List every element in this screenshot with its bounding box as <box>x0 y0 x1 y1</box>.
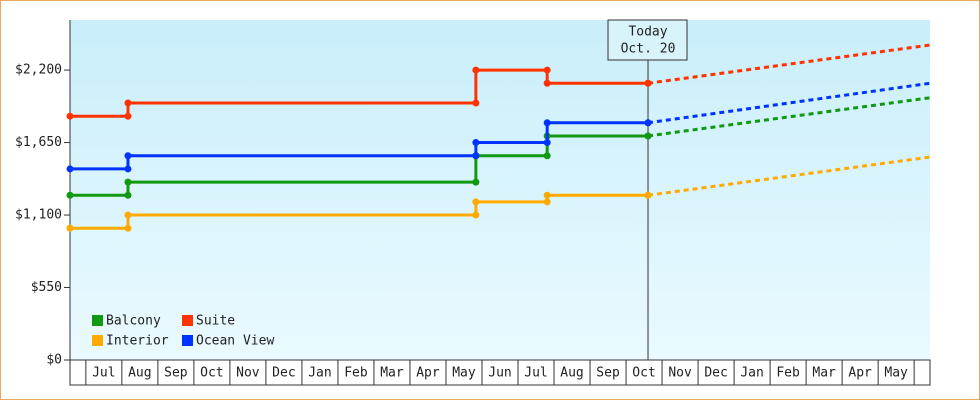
x-tick-label: Jun <box>488 366 511 381</box>
x-tick-label: May <box>452 366 476 381</box>
step-end-point <box>124 224 132 232</box>
x-tick-label: Apr <box>848 366 872 381</box>
x-tick-label: Feb <box>776 366 800 381</box>
step-point <box>66 165 74 173</box>
step-point <box>472 198 480 206</box>
legend-swatch <box>182 315 193 326</box>
x-tick-label: Jul <box>92 366 115 381</box>
x-tick-label: Jan <box>740 366 763 381</box>
today-box <box>607 19 688 61</box>
step-point <box>124 152 132 160</box>
x-tick-label: Dec <box>272 366 295 381</box>
step-point <box>66 191 74 199</box>
legend-label: Ocean View <box>196 334 274 349</box>
x-tick-label: Nov <box>236 366 260 381</box>
legend-label: Balcony <box>106 314 161 329</box>
y-tick-label: $1,100 <box>15 208 62 223</box>
x-tick-label: Aug <box>128 366 151 381</box>
step-point <box>124 211 132 219</box>
step-end-point <box>124 112 132 120</box>
step-end-point <box>124 165 132 173</box>
x-tick-label: Aug <box>560 366 583 381</box>
legend-label: Suite <box>196 314 235 329</box>
step-point <box>66 112 74 120</box>
forecast-line <box>647 155 931 197</box>
step-end-point <box>543 152 551 160</box>
step-point <box>124 99 132 107</box>
x-tick-label: Jan <box>308 366 331 381</box>
forecast-line <box>647 43 931 85</box>
today-label: Today <box>628 25 667 40</box>
y-tick-label: $2,200 <box>15 63 62 78</box>
step-point <box>124 178 132 186</box>
x-tick-label: Sep <box>164 366 188 381</box>
legend-swatch <box>92 335 103 346</box>
step-end-point <box>543 66 551 74</box>
step-end-point <box>543 198 551 206</box>
x-tick-label: Nov <box>668 366 692 381</box>
plot-area <box>70 20 930 360</box>
legend-swatch <box>182 335 193 346</box>
step-point <box>543 79 551 87</box>
step-end-point <box>124 191 132 199</box>
step-point <box>66 224 74 232</box>
step-point <box>472 139 480 147</box>
step-end-point <box>543 139 551 147</box>
x-tick-label: May <box>884 366 908 381</box>
legend-swatch <box>92 315 103 326</box>
step-point <box>543 119 551 127</box>
x-tick-label: Oct <box>200 366 223 381</box>
step-point <box>543 191 551 199</box>
x-tick-label: Dec <box>704 366 727 381</box>
step-end-point <box>472 152 480 160</box>
step-end-point <box>472 99 480 107</box>
today-date: Oct. 20 <box>621 42 676 57</box>
x-axis-box <box>69 359 931 386</box>
forecast-line <box>647 96 931 138</box>
x-tick-label: Jul <box>524 366 547 381</box>
step-end-point <box>472 211 480 219</box>
step-point <box>472 66 480 74</box>
y-tick-label: $550 <box>31 280 62 295</box>
y-tick-label: $1,650 <box>15 135 62 150</box>
step-end-point <box>472 178 480 186</box>
x-tick-label: Apr <box>416 366 440 381</box>
x-tick-label: Sep <box>596 366 620 381</box>
y-tick-label: $0 <box>46 353 62 368</box>
x-tick-label: Mar <box>812 366 836 381</box>
x-tick-label: Feb <box>344 366 368 381</box>
x-tick-label: Mar <box>380 366 404 381</box>
x-tick-label: Oct <box>632 366 655 381</box>
forecast-line <box>647 81 931 125</box>
legend-label: Interior <box>106 334 169 349</box>
